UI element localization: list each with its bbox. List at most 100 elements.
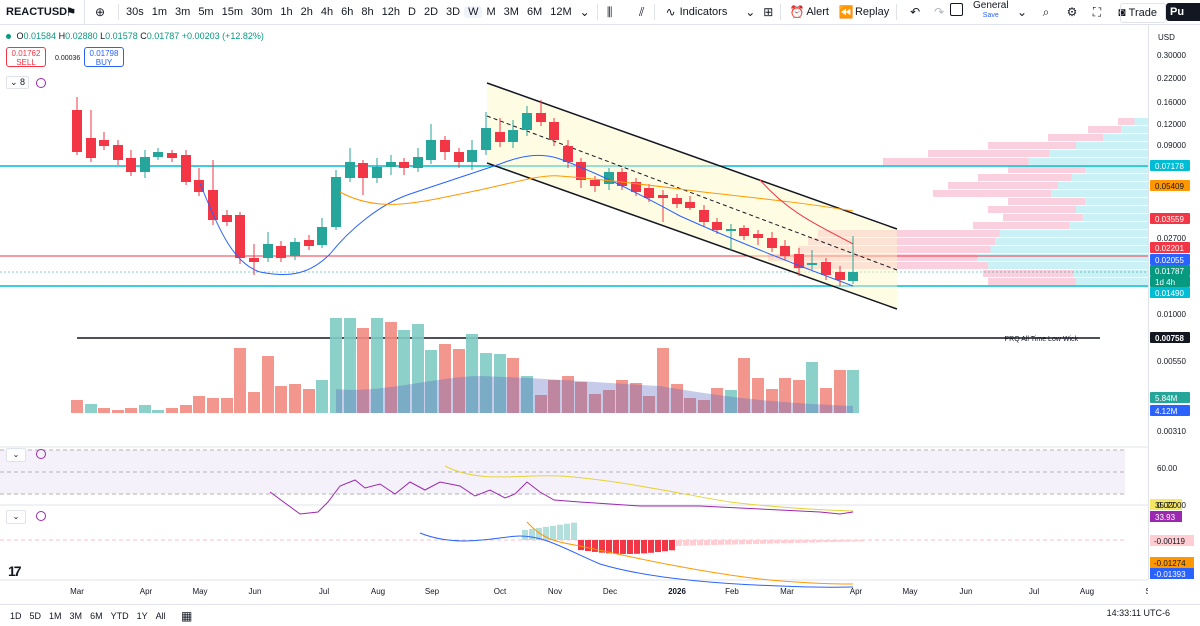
chart-type-icon[interactable]: ⫽ xyxy=(638,4,645,19)
time-axis-label: Jul xyxy=(1029,587,1039,596)
range-5d[interactable]: 5D xyxy=(29,610,42,621)
candle-body xyxy=(153,152,163,157)
symbol-flag-icon[interactable]: ⚑ xyxy=(65,5,77,19)
volume-bar xyxy=(371,318,383,413)
alert-button[interactable]: ⏰ Alert xyxy=(784,0,833,24)
range-list: 1D 5D 1M 3M 6M YTD 1Y All xyxy=(0,611,170,621)
macd-pane-toggle[interactable]: ⌄ xyxy=(6,510,26,524)
symbol-name[interactable]: REACTUSD xyxy=(6,6,68,18)
volume-bar xyxy=(357,328,369,413)
symbol-box[interactable]: REACTUSD ⚑ xyxy=(0,0,85,24)
search-icon[interactable]: ⌕ xyxy=(1042,4,1050,19)
interval-30s[interactable]: 30s xyxy=(126,6,144,18)
volume-bar xyxy=(711,388,723,413)
sell-label: SELL xyxy=(16,58,36,67)
chevron-down-icon[interactable]: ⌄ xyxy=(1016,5,1028,19)
range-1y[interactable]: 1Y xyxy=(136,610,148,621)
buy-label: BUY xyxy=(95,58,113,67)
ohlc-legend: O0.01584 H0.02880 L0.01578 C0.01787 +0.0… xyxy=(6,31,264,41)
layout-save: Save xyxy=(982,12,999,19)
buy-button[interactable]: 0.01798 BUY xyxy=(84,47,124,67)
range-all[interactable]: All xyxy=(155,610,166,621)
interval-15m[interactable]: 15m xyxy=(221,6,243,18)
macd-histogram-bar xyxy=(592,540,598,552)
plus-circle-icon[interactable]: ⊕ xyxy=(94,5,106,19)
volume-profile-bar xyxy=(1069,222,1148,229)
range-6m[interactable]: 6M xyxy=(90,610,103,621)
candles-icon[interactable]: ⫼ xyxy=(606,4,613,19)
interval-w[interactable]: W xyxy=(464,6,483,18)
chart-canvas[interactable]: PRQ All Time Low Wick Mar Apr May Jun Jul Aug S… xyxy=(0,24,1148,604)
macd-histogram-bar xyxy=(781,540,787,544)
range-1d[interactable]: 1D xyxy=(10,610,22,621)
macd-settings-icon[interactable] xyxy=(36,511,46,521)
volume-bar xyxy=(193,396,205,413)
macd-histogram-bar xyxy=(788,540,794,544)
range-3m[interactable]: 3M xyxy=(69,610,83,621)
range-ytd[interactable]: YTD xyxy=(110,610,129,621)
interval-2d[interactable]: 2D xyxy=(423,6,439,18)
macd-histogram-bar xyxy=(858,540,864,542)
candle-body xyxy=(399,162,409,168)
macd-histogram-bar xyxy=(606,540,612,554)
layout-name[interactable]: General Save xyxy=(973,1,1009,21)
interval-1h[interactable]: 1h xyxy=(280,6,293,18)
indicator-count: 8 xyxy=(20,77,26,87)
calendar-icon[interactable]: ▦ xyxy=(180,608,193,623)
interval-list: 30s 1m 3m 5m 15m 30m 1h 2h 4h 6h 8h 12h D 2D 3D W M 3M 6M 1… xyxy=(122,6,576,18)
channel-mid xyxy=(486,115,898,271)
chevron-down-icon[interactable]: ⌄ xyxy=(745,5,756,19)
volume-bar xyxy=(221,398,233,413)
volume-profile-bar xyxy=(1118,118,1135,125)
interval-2h[interactable]: 2h xyxy=(300,6,313,18)
rsi-settings-icon[interactable] xyxy=(36,449,46,459)
rsi-pane-toggle[interactable]: ⌄ xyxy=(6,448,26,462)
volume-bar xyxy=(385,322,397,413)
price-scale[interactable] xyxy=(1148,24,1200,580)
layout-title: General xyxy=(973,0,1009,11)
candle-body xyxy=(440,140,450,152)
interval-3d[interactable]: 3D xyxy=(446,6,461,18)
publish-button[interactable]: Pu xyxy=(1166,3,1200,21)
replay-button[interactable]: ⏪ Replay xyxy=(833,0,893,24)
trade-button[interactable]: Trade xyxy=(1119,3,1166,23)
chevron-down-icon: ⌄ xyxy=(10,77,21,87)
interval-6h[interactable]: 6h xyxy=(341,6,354,18)
undo-icon[interactable]: ↶ xyxy=(910,5,921,19)
range-1m[interactable]: 1M xyxy=(49,610,62,621)
interval-m[interactable]: M xyxy=(486,6,496,18)
interval-d[interactable]: D xyxy=(408,6,416,18)
candle-body xyxy=(167,153,177,158)
interval-5m[interactable]: 5m xyxy=(198,6,214,18)
chevron-down-icon[interactable]: ⌄ xyxy=(579,5,590,19)
interval-3m[interactable]: 3M xyxy=(503,6,519,18)
interval-6m[interactable]: 6M xyxy=(526,6,543,18)
candle-body xyxy=(304,240,314,246)
macd-histogram-bar xyxy=(676,540,682,546)
volume-profile-bar xyxy=(1051,190,1148,197)
macd-histogram-bar xyxy=(739,540,745,545)
interval-30m[interactable]: 30m xyxy=(251,6,273,18)
candle-body xyxy=(413,157,423,168)
macd-histogram-bar xyxy=(830,540,836,542)
interval-3m[interactable]: 3m xyxy=(175,6,191,18)
templates-icon[interactable]: ⊞ xyxy=(763,5,774,19)
interval-12m[interactable]: 12M xyxy=(550,6,572,18)
sell-button[interactable]: 0.01762 SELL xyxy=(6,47,46,67)
indicator-count-toggle[interactable]: ⌄ 8 xyxy=(6,76,30,89)
indicators-button[interactable]: ∿ Indicators xyxy=(658,0,732,24)
gear-icon[interactable]: ⚙ xyxy=(1066,5,1078,19)
interval-1m[interactable]: 1m xyxy=(151,6,168,18)
volume-bar xyxy=(793,380,805,413)
camera-icon[interactable]: ◙ xyxy=(1118,5,1126,19)
redo-icon[interactable]: ↷ xyxy=(934,5,945,19)
macd-histogram-bar xyxy=(732,540,738,545)
fullscreen-icon[interactable]: ⛶ xyxy=(1092,4,1102,19)
candle-body xyxy=(249,258,259,262)
time-axis-label: Sep xyxy=(425,587,440,596)
interval-4h[interactable]: 4h xyxy=(320,6,334,18)
interval-8h[interactable]: 8h xyxy=(361,6,374,18)
interval-12h[interactable]: 12h xyxy=(381,6,401,18)
layout-square-icon[interactable] xyxy=(950,3,963,16)
volume-profile-bar xyxy=(973,222,1070,229)
